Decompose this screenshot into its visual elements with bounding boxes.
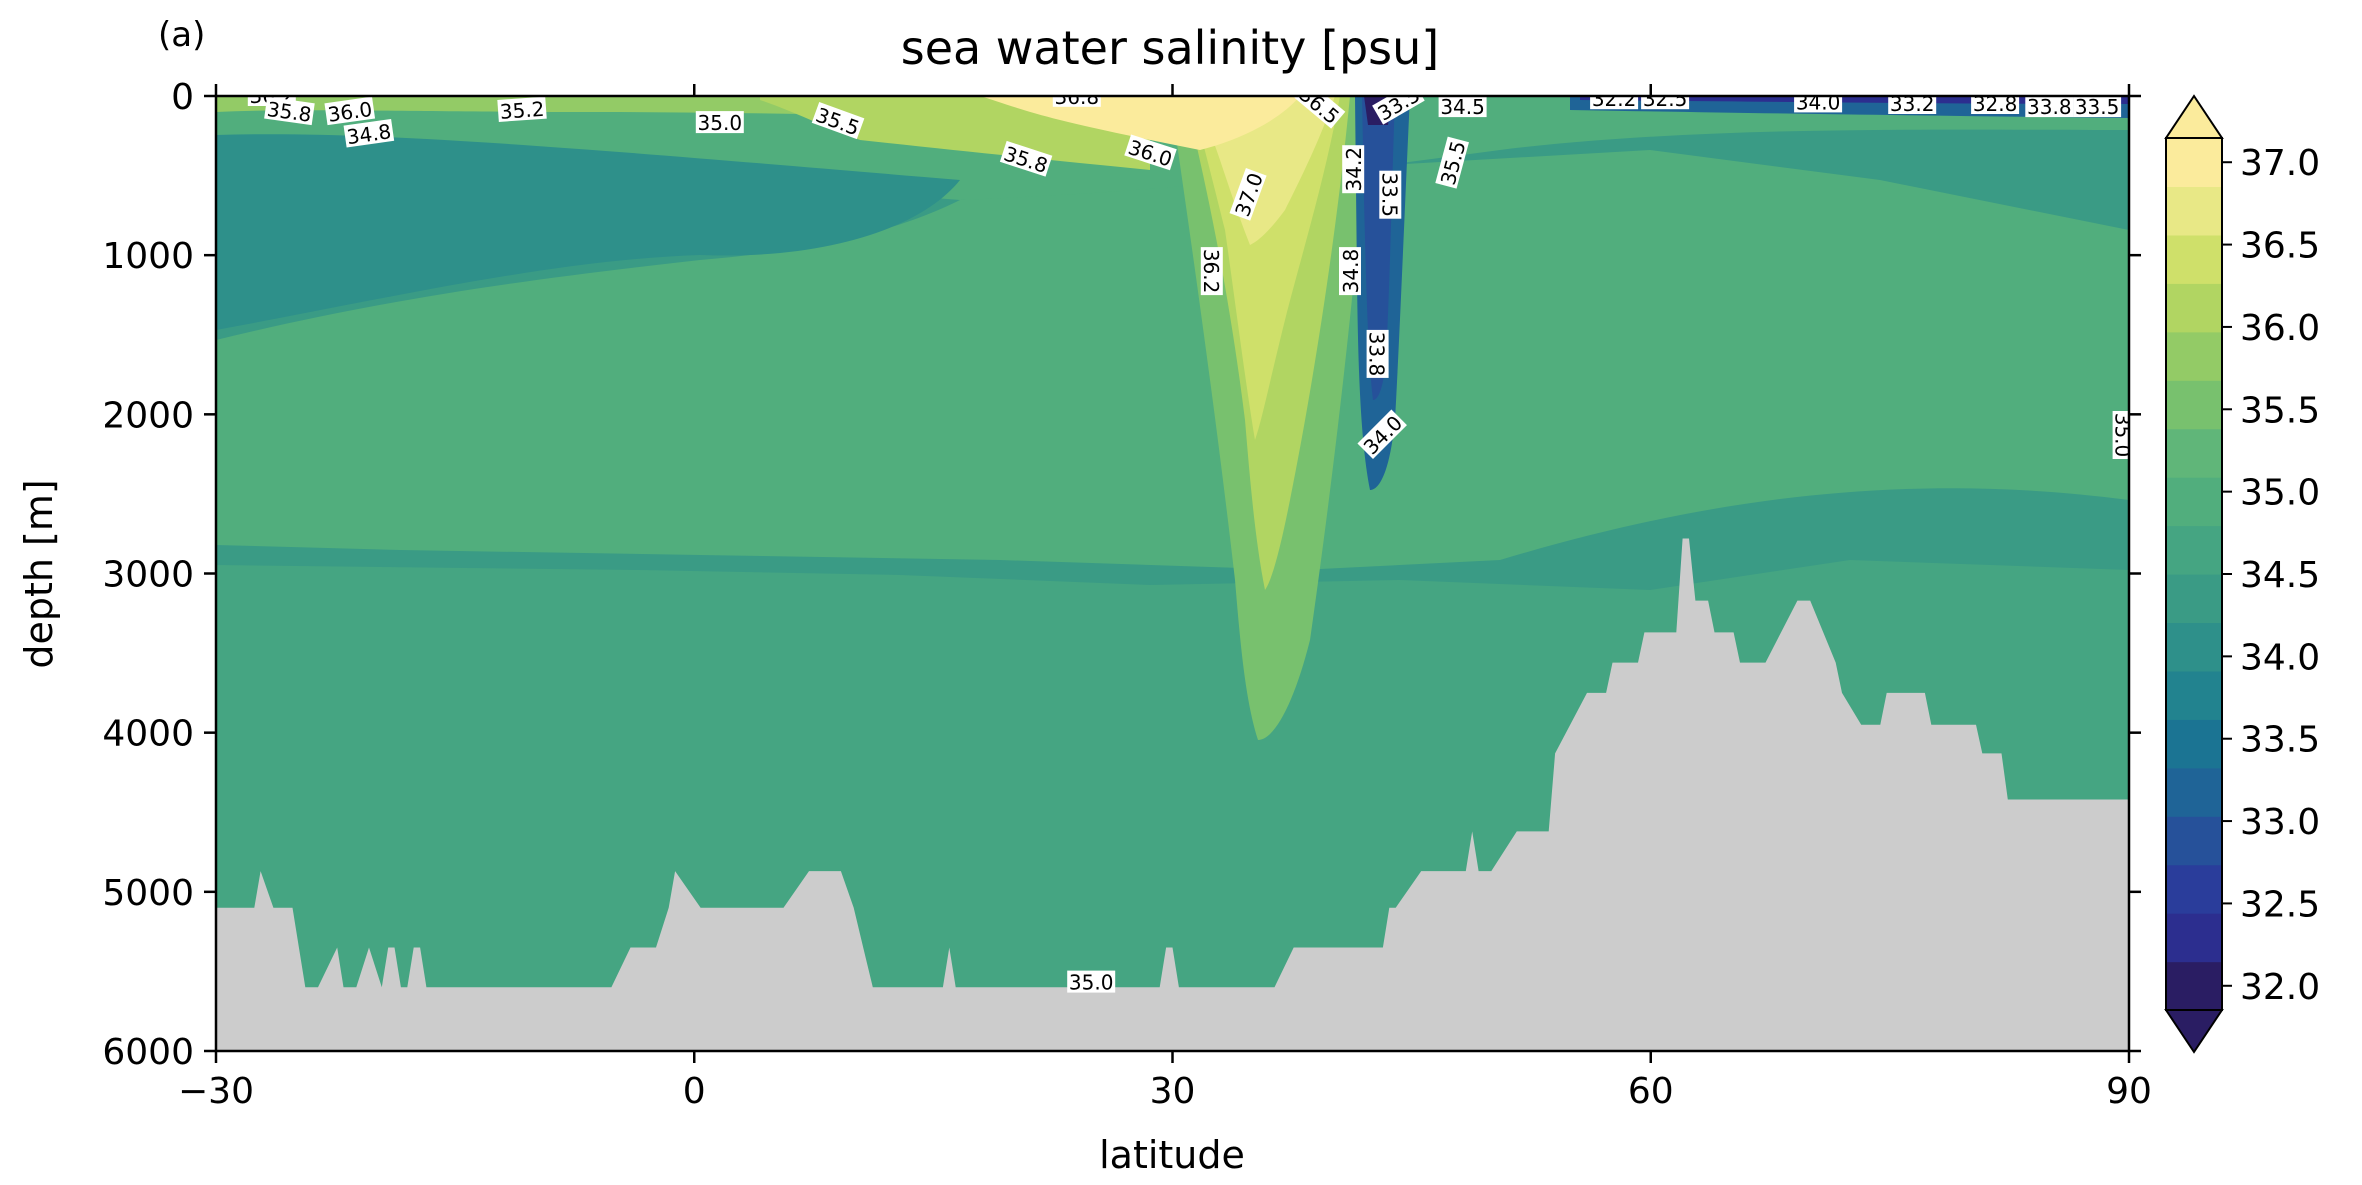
colorbar-segment xyxy=(2166,477,2222,527)
y-tick-label: 3000 xyxy=(102,555,194,596)
intermediate-water-band xyxy=(216,150,2129,570)
colorbar-segment xyxy=(2166,138,2222,188)
contour-label: 33.8 xyxy=(1365,329,1389,378)
contour-label-text: 33.8 xyxy=(2027,95,2072,119)
contour-label-text: 35.0 xyxy=(2111,413,2135,458)
contour-label: 36.2 xyxy=(1199,247,1223,296)
contour-label-text: 33.2 xyxy=(1890,92,1935,116)
contour-label-text: 35.2 xyxy=(499,97,545,124)
contour-label: 32.5 xyxy=(1641,87,1690,111)
y-axis-ticks: 0 1000 2000 3000 4000 5000 6000 xyxy=(102,77,2141,1073)
colorbar-tick-label: 33.5 xyxy=(2240,720,2320,761)
colorbar-segment xyxy=(2166,622,2222,672)
colorbar-segment xyxy=(2166,913,2222,963)
colorbar-tick-label: 34.0 xyxy=(2240,637,2320,678)
colorbar-tick-label: 35.0 xyxy=(2240,473,2320,514)
contour-label-text: 32.5 xyxy=(1643,87,1688,111)
x-tick-label: −30 xyxy=(178,1071,254,1112)
colorbar-segment xyxy=(2166,428,2222,478)
contour-label: 35.2 xyxy=(497,96,547,124)
colorbar-tick-label: 32.0 xyxy=(2240,967,2320,1008)
y-tick-label: 1000 xyxy=(102,236,194,277)
colorbar-tick-label: 35.5 xyxy=(2240,390,2320,431)
colorbar-segment xyxy=(2166,525,2222,575)
contour-label-text: 34.5 xyxy=(1440,95,1485,119)
y-tick-label: 4000 xyxy=(102,714,194,755)
colorbar-segment xyxy=(2166,186,2222,236)
contour-label: 33.5 xyxy=(1377,170,1402,219)
contour-label: 35.5 xyxy=(1435,136,1470,189)
contour-label: 33.5 xyxy=(2073,95,2122,119)
y-tick-label: 6000 xyxy=(102,1032,194,1073)
x-tick-label: 60 xyxy=(1628,1071,1674,1112)
panel-label: (a) xyxy=(158,15,205,55)
y-axis-label: depth [m] xyxy=(17,479,61,668)
surface-max-salinity xyxy=(980,96,1300,150)
contour-label: 35.0 xyxy=(2111,411,2135,459)
contour-label-text: 36.2 xyxy=(1199,249,1223,294)
contour-label-text: 35.0 xyxy=(698,111,743,135)
colorbar-extend-min xyxy=(2164,1009,2224,1054)
colorbar-tick-label: 34.5 xyxy=(2240,555,2320,596)
colorbar-segment xyxy=(2166,719,2222,769)
contour-label-text: 36.8 xyxy=(1055,85,1100,109)
contour-label-text: 33.5 xyxy=(1377,172,1401,217)
colorbar-tick-label: 33.0 xyxy=(2240,802,2320,843)
colorbar-segment xyxy=(2166,283,2222,333)
contour-label-text: 32.2 xyxy=(1592,87,1637,111)
y-tick-label: 0 xyxy=(171,77,194,118)
y-tick-label: 2000 xyxy=(102,395,194,436)
contour-label-text: 33.5 xyxy=(2075,95,2120,119)
contour-label: 34.5 xyxy=(1438,95,1487,119)
contour-label-text: 32.8 xyxy=(1973,92,2018,116)
contour-label: 32.2 xyxy=(1590,87,1639,111)
colorbar-tick-label: 32.5 xyxy=(2240,884,2320,925)
contour-label: 33.2 xyxy=(1888,92,1937,116)
contour-label: 34.2 xyxy=(1342,145,1366,194)
contour-label-text: 33.8 xyxy=(1365,332,1389,377)
colorbar-segment xyxy=(2166,331,2222,381)
contour-label: 32.8 xyxy=(1971,92,2020,116)
contour-label-text: 34.8 xyxy=(1339,249,1363,294)
x-axis-ticks: −30 0 30 60 90 xyxy=(178,84,2152,1112)
colorbar: 32.0 32.5 33.0 33.5 34.0 34.5 35.0 35.5 36.0 36.5… xyxy=(2164,94,2320,1054)
x-tick-label: 30 xyxy=(1150,1071,1196,1112)
colorbar-segment xyxy=(2166,816,2222,866)
x-axis-label: latitude xyxy=(1099,1133,1245,1177)
contour-label: 35.0 xyxy=(695,111,744,135)
contour-label: 36.8 xyxy=(1052,85,1101,109)
colorbar-extend-max xyxy=(2164,94,2224,139)
x-tick-label: 90 xyxy=(2106,1071,2152,1112)
colorbar-segment xyxy=(2166,574,2222,624)
contour-label: 34.0 xyxy=(1794,90,1843,114)
x-tick-label: 0 xyxy=(683,1071,706,1112)
colorbar-tick-label: 37.0 xyxy=(2240,143,2320,184)
contour-label: 35.0 xyxy=(1067,970,1116,995)
colorbar-segment xyxy=(2166,961,2222,1011)
colorbar-tick-label: 36.0 xyxy=(2240,308,2320,349)
colorbar-segment xyxy=(2166,380,2222,430)
contour-label: 34.8 xyxy=(1339,247,1363,296)
contour-label: 35.8 xyxy=(264,96,315,127)
contour-label: 33.8 xyxy=(2025,95,2074,119)
seafloor-land-mask xyxy=(216,538,2129,1051)
y-tick-label: 5000 xyxy=(102,873,194,914)
contour-label-text: 34.2 xyxy=(1342,147,1366,192)
contour-label-text: 35.0 xyxy=(1069,971,1114,995)
colorbar-segment xyxy=(2166,864,2222,914)
colorbar-segment xyxy=(2166,234,2222,284)
subsurface-fresh-tongue xyxy=(216,134,960,330)
contour-label-text: 34.0 xyxy=(1796,90,1841,114)
colorbar-segment xyxy=(2166,767,2222,817)
colorbar-tick-label: 36.5 xyxy=(2240,226,2320,267)
colorbar-segment xyxy=(2166,670,2222,720)
chart-title: sea water salinity [psu] xyxy=(901,21,1440,75)
